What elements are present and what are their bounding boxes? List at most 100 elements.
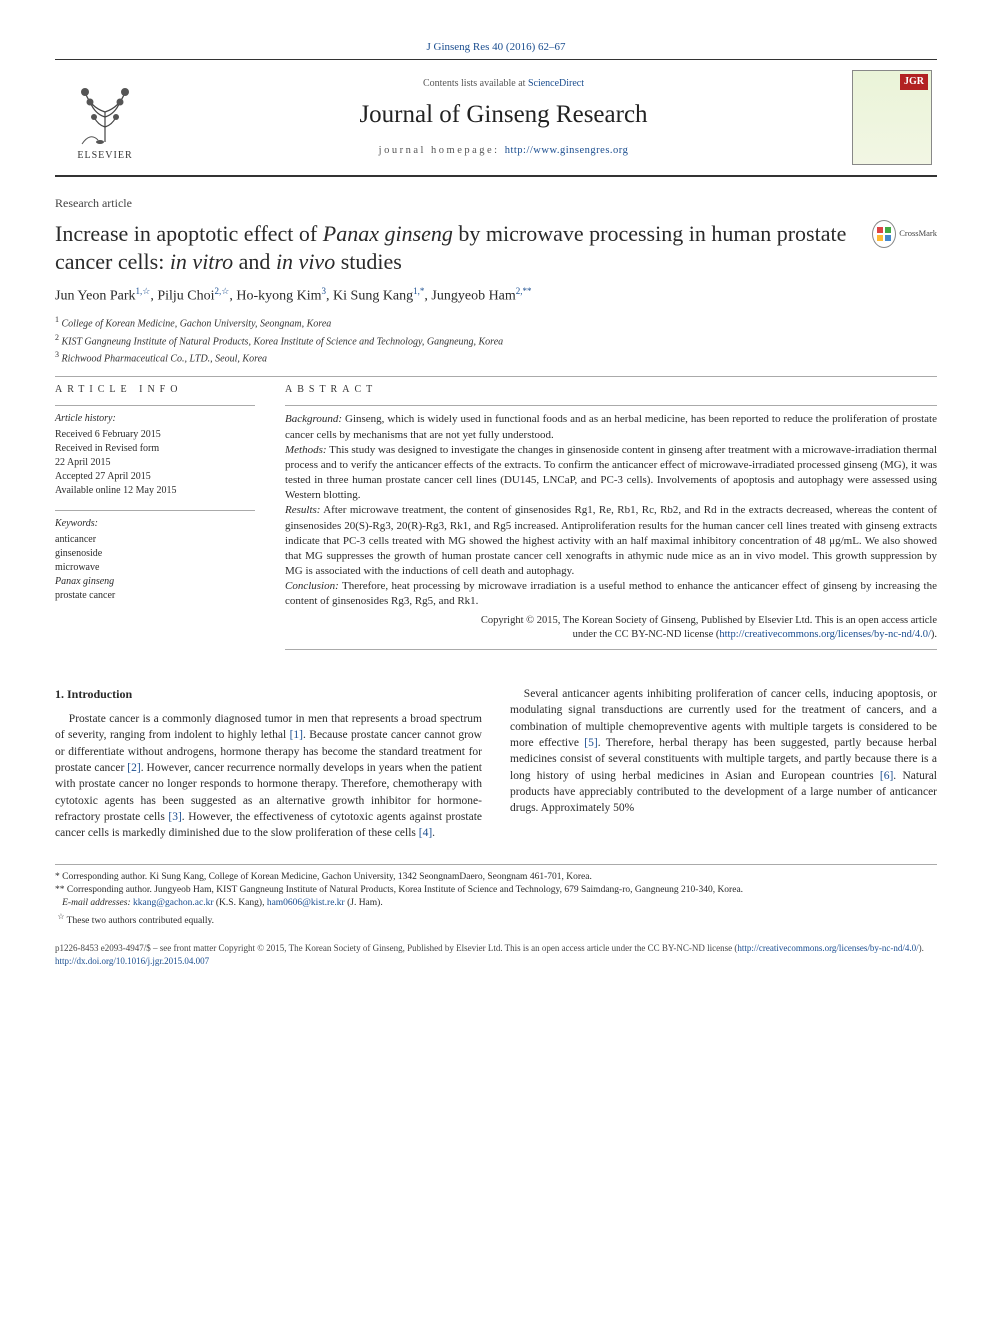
keyword-3: microwave [55, 561, 255, 575]
author-5: Jungyeob Ham [431, 289, 515, 304]
email-2-name: (J. Ham). [345, 898, 383, 908]
author-list: Jun Yeon Park1,☆, Pilju Choi2,☆, Ho-kyon… [55, 285, 937, 306]
title-text-4: studies [335, 249, 402, 274]
article-info-heading: ARTICLE INFO [55, 383, 255, 397]
affiliation-2: KIST Gangneung Institute of Natural Prod… [62, 336, 504, 347]
footer-text-2: ). [919, 943, 924, 953]
history-revised-2: 22 April 2015 [55, 456, 255, 470]
contents-line: Contents lists available at ScienceDirec… [165, 77, 842, 91]
email-2[interactable]: ham0606@kist.re.kr [267, 898, 345, 908]
elsevier-tree-icon [70, 72, 140, 147]
title-italic-2: in vitro [170, 249, 233, 274]
elsevier-logo: ELSEVIER [55, 62, 165, 173]
keyword-4: Panax ginseng [55, 575, 255, 589]
equal-text: These two authors contributed equally. [64, 916, 214, 926]
footer-license-link[interactable]: http://creativecommons.org/licenses/by-n… [737, 943, 918, 953]
contents-prefix: Contents lists available at [423, 78, 528, 89]
homepage-prefix: journal homepage: [379, 145, 505, 156]
journal-header: ELSEVIER Contents lists available at Sci… [55, 59, 937, 177]
intro-para-2: Several anticancer agents inhibiting pro… [510, 686, 937, 817]
rule-below-abstract [285, 649, 937, 650]
author-3-sup: 3 [322, 286, 327, 296]
affiliations: 1 College of Korean Medicine, Gachon Uni… [55, 314, 937, 366]
keywords-label: Keywords: [55, 517, 255, 531]
crossmark-badge[interactable]: CrossMark [872, 220, 937, 248]
title-text-3: and [233, 249, 276, 274]
elsevier-label: ELSEVIER [77, 149, 132, 163]
abs-results-label: Results: [285, 504, 320, 516]
emails-line: E-mail addresses: kkang@gachon.ac.kr (K.… [55, 897, 937, 910]
history-received: Received 6 February 2015 [55, 428, 255, 442]
history-revised-1: Received in Revised form [55, 442, 255, 456]
title-text-1: Increase in apoptotic effect of [55, 221, 323, 246]
email-1[interactable]: kkang@gachon.ac.kr [133, 898, 214, 908]
author-5-sup: 2,** [516, 286, 532, 296]
title-italic-1: Panax ginseng [323, 221, 453, 246]
abs-conclusion: Therefore, heat processing by microwave … [285, 580, 937, 607]
ref-6[interactable]: [6] [880, 770, 893, 782]
intro-para-1: Prostate cancer is a commonly diagnosed … [55, 711, 482, 842]
homepage-line: journal homepage: http://www.ginsengres.… [165, 144, 842, 159]
crossmark-icon [875, 225, 893, 243]
abs-results: After microwave treatment, the content o… [285, 504, 937, 577]
copyright-line-2: under the CC BY-NC-ND license ( [573, 629, 720, 640]
footer-text-1: p1226-8453 e2093-4947/$ – see front matt… [55, 943, 737, 953]
affiliation-3: Richwood Pharmaceutical Co., LTD., Seoul… [62, 353, 268, 364]
sciencedirect-link[interactable]: ScienceDirect [528, 78, 584, 89]
article-title: Increase in apoptotic effect of Panax gi… [55, 220, 858, 275]
rule-abstract [285, 405, 937, 406]
keyword-1: anticancer [55, 533, 255, 547]
keyword-5: prostate cancer [55, 589, 255, 603]
journal-citation: J Ginseng Res 40 (2016) 62–67 [55, 40, 937, 55]
ref-4[interactable]: [4] [419, 827, 432, 839]
author-2-sup: 2,☆ [215, 286, 230, 296]
abs-methods-label: Methods: [285, 444, 327, 456]
ref-3[interactable]: [3] [168, 811, 181, 823]
author-4: Ki Sung Kang [333, 289, 413, 304]
history-label: Article history: [55, 412, 255, 426]
aff-3-sup: 3 [55, 350, 59, 359]
jgr-badge: JGR [900, 74, 928, 90]
rule-info-1 [55, 405, 255, 406]
author-4-sup: 1,* [413, 286, 424, 296]
corresp-1: * Corresponding author. Ki Sung Kang, Co… [55, 871, 937, 884]
abs-background: Ginseng, which is widely used in functio… [285, 413, 937, 440]
license-link[interactable]: http://creativecommons.org/licenses/by-n… [719, 629, 931, 640]
abstract-copyright: Copyright © 2015, The Korean Society of … [285, 614, 937, 643]
equal-contrib: ☆ These two authors contributed equally. [55, 911, 937, 928]
author-2: Pilju Choi [157, 289, 214, 304]
article-type: Research article [55, 195, 937, 212]
homepage-link[interactable]: http://www.ginsengres.org [505, 145, 629, 156]
abstract-column: ABSTRACT Background: Ginseng, which is w… [285, 383, 937, 656]
aff-1-sup: 1 [55, 315, 59, 324]
intro-heading: 1. Introduction [55, 686, 482, 703]
abs-methods: This study was designed to investigate t… [285, 444, 937, 502]
p1e: . [432, 827, 435, 839]
ref-2[interactable]: [2] [127, 762, 140, 774]
affiliation-1: College of Korean Medicine, Gachon Unive… [62, 319, 332, 330]
aff-2-sup: 2 [55, 333, 59, 342]
history-accepted: Accepted 27 April 2015 [55, 470, 255, 484]
doi-link[interactable]: http://dx.doi.org/10.1016/j.jgr.2015.04.… [55, 956, 209, 966]
author-1-sup: 1,☆ [136, 286, 151, 296]
author-3: Ho-kyong Kim [236, 289, 321, 304]
crossmark-label: CrossMark [899, 228, 937, 240]
email-label: E-mail addresses: [62, 898, 133, 908]
email-1-name: (K.S. Kang), [214, 898, 267, 908]
body-columns: 1. Introduction Prostate cancer is a com… [55, 686, 937, 842]
ref-1[interactable]: [1] [290, 729, 303, 741]
abs-background-label: Background: [285, 413, 342, 425]
corresp-2: ** Corresponding author. Jungyeob Ham, K… [55, 884, 937, 897]
footer: p1226-8453 e2093-4947/$ – see front matt… [55, 942, 937, 967]
ref-5[interactable]: [5] [584, 737, 597, 749]
abstract-heading: ABSTRACT [285, 383, 937, 397]
journal-name: Journal of Ginseng Research [165, 97, 842, 132]
keyword-2: ginsenoside [55, 547, 255, 561]
journal-cover: JGR [842, 60, 937, 175]
footnotes: * Corresponding author. Ki Sung Kang, Co… [55, 864, 937, 928]
footer-line-1: p1226-8453 e2093-4947/$ – see front matt… [55, 942, 937, 955]
copyright-line-1: Copyright © 2015, The Korean Society of … [481, 615, 937, 626]
rule-above-abstract [55, 376, 937, 377]
rule-info-2 [55, 510, 255, 511]
author-1: Jun Yeon Park [55, 289, 136, 304]
